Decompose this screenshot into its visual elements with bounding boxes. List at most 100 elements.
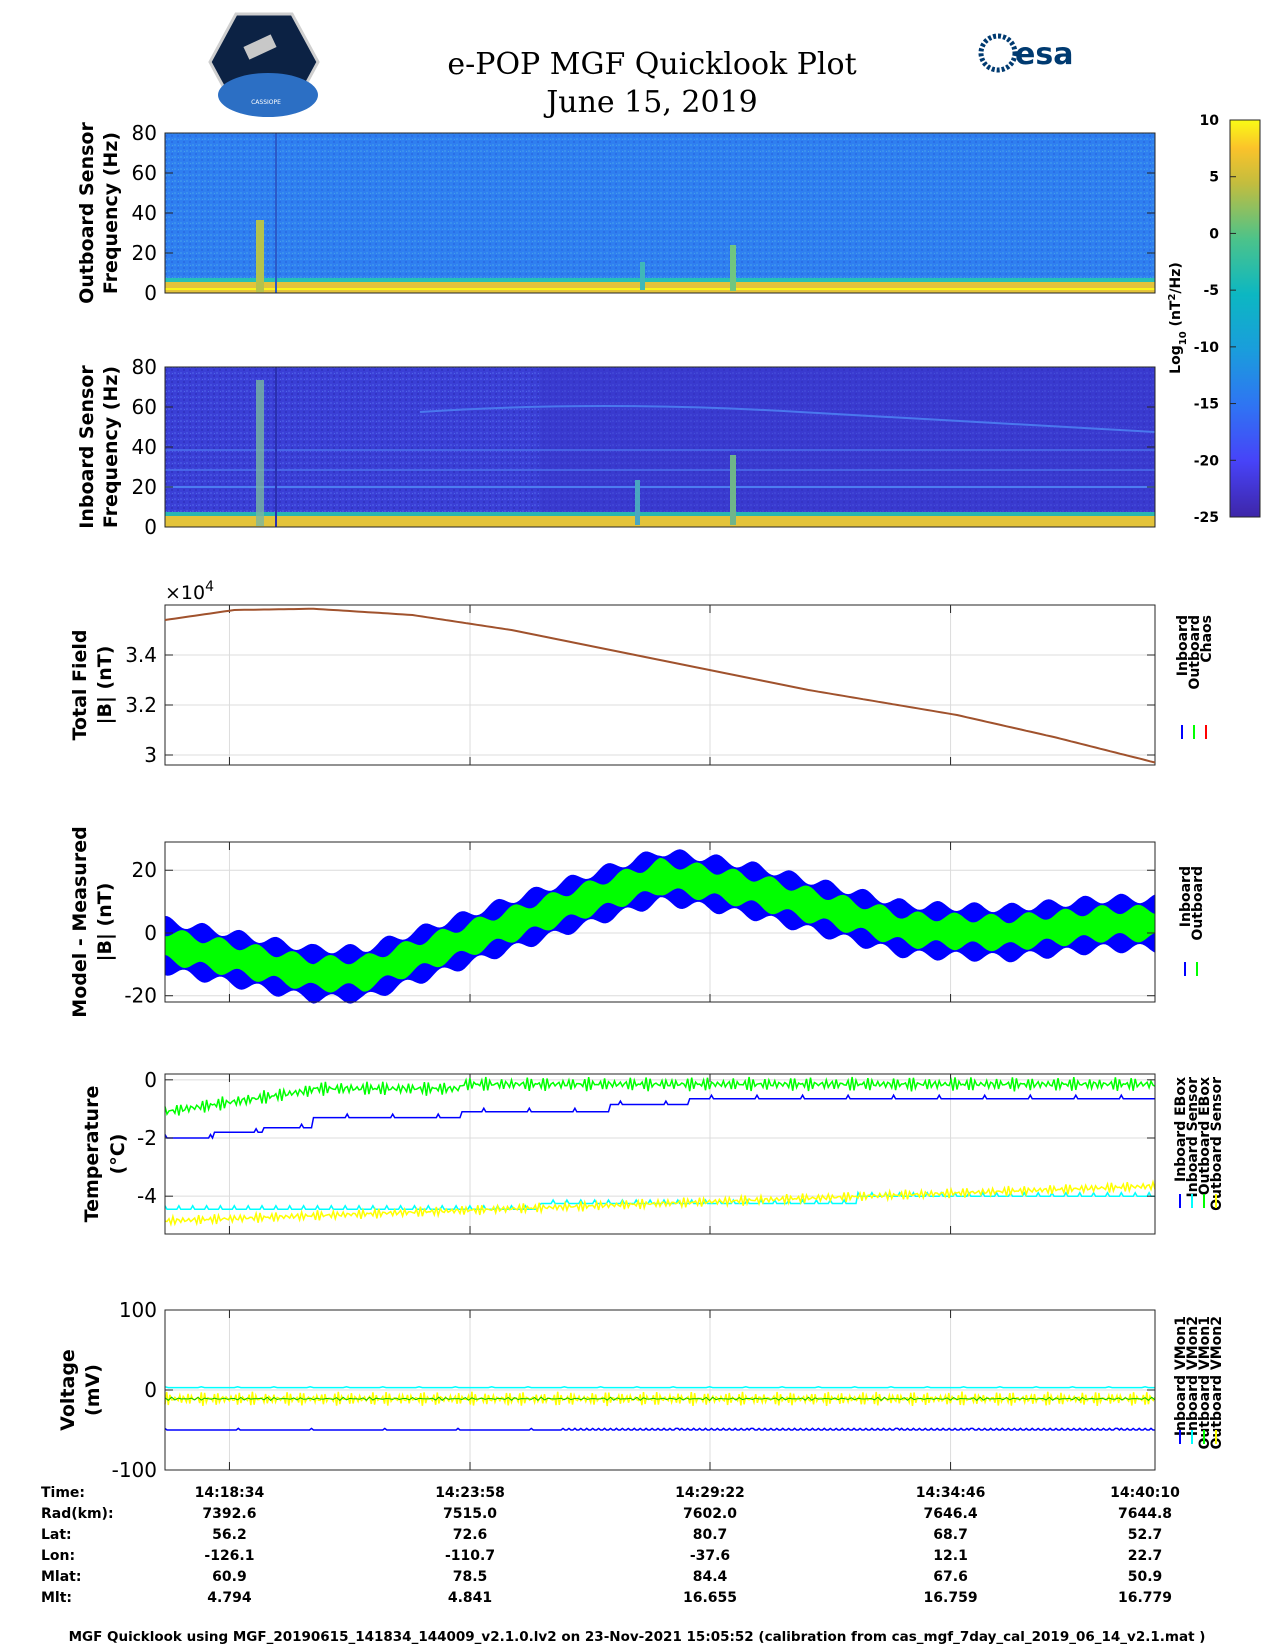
spectrogram-background [165, 367, 1155, 527]
y-axis-label: (°C) [107, 1134, 129, 1175]
inboard-vmon2-series [164, 1386, 1155, 1389]
legend-label: Chaos [1199, 615, 1215, 663]
ephemeris-cell: 60.9 [212, 1569, 247, 1585]
y-tick-label: 3 [144, 743, 157, 767]
spectrogram-burst [635, 480, 640, 525]
y-tick-label: 100 [119, 1298, 157, 1322]
colorbar-tick-label: -5 [1203, 283, 1219, 299]
y-axis-label: |B| (nT) [94, 646, 116, 725]
colorbar: 10 5 0 -5 -10 -15 -20 -25 Log10 (nT2/Hz) [1167, 113, 1261, 526]
spectrogram-low-band [165, 282, 1155, 293]
ephemeris-row-label: Mlt: [41, 1590, 72, 1606]
colorbar-gradient [1229, 119, 1261, 518]
panel-temperature: 0 -2 -4 Temperature (°C) Inboard EBoxInboa… [81, 1068, 1225, 1235]
y-axis-label: Total Field [69, 629, 91, 740]
logo-satellite [243, 34, 277, 60]
panel-axes [164, 604, 1156, 766]
spectrogram-low-band [165, 516, 1155, 527]
legend-label: Outboard [1187, 615, 1203, 690]
legend-label: Outboard VMon2 [1209, 1316, 1225, 1450]
ephemeris-cell: 72.6 [453, 1527, 488, 1543]
y-tick-label: 3.2 [125, 693, 157, 717]
spectrogram-band [165, 278, 1155, 282]
legend-label: Outboard [1190, 866, 1206, 941]
spectrogram-burst [256, 220, 264, 292]
esa-logo: esa [978, 33, 1073, 73]
panel-inboard-spectrogram: 80 60 40 20 0 Inboard Sensor Frequency (Hz) [76, 355, 1156, 539]
spectrogram-burst [640, 262, 645, 290]
ephemeris-row-label: Lon: [41, 1548, 75, 1564]
y-tick-label: -20 [124, 984, 157, 1008]
y-tick-label: 3.4 [125, 643, 157, 667]
y-tick-label: 0 [144, 515, 157, 539]
spectrogram-band [165, 512, 1155, 516]
inboard-sensor-series [164, 1190, 1155, 1211]
ephemeris-cell: 22.7 [1128, 1548, 1163, 1564]
ephemeris-cell: 50.9 [1128, 1569, 1163, 1585]
page-date: June 15, 2019 [543, 85, 758, 120]
grid [165, 605, 1156, 765]
y-tick-label: 20 [132, 475, 157, 499]
spectrogram-burst [730, 455, 736, 525]
ephemeris-row-label: Rad(km): [41, 1506, 114, 1522]
logo-caption: CASSIOPE [251, 99, 281, 106]
y-axis-label: Frequency (Hz) [100, 366, 122, 528]
ephemeris-cell: 14:34:46 [916, 1485, 986, 1501]
footer-note: MGF Quicklook using MGF_20190615_141834_… [69, 1629, 1206, 1645]
ephemeris-cell: 14:40:10 [1110, 1485, 1180, 1501]
y-tick-label: 80 [132, 355, 157, 379]
ephemeris-cell: 12.1 [933, 1548, 968, 1564]
spectrogram-trace [419, 405, 1156, 433]
y-tick-label: -4 [137, 1184, 157, 1208]
ephemeris-cell: 80.7 [693, 1527, 728, 1543]
y-ticks: 80 60 40 20 0 [132, 355, 1155, 539]
y-tick-label: -2 [137, 1126, 157, 1150]
y-tick-label: 40 [132, 201, 157, 225]
ephemeris-cell: 78.5 [453, 1569, 488, 1585]
esa-logo-mark [978, 33, 1018, 73]
colorbar-tick-label: -20 [1194, 453, 1220, 469]
y-axis-label: Model - Measured [69, 826, 91, 1017]
logo-earth [218, 73, 318, 117]
panel-axes [164, 841, 1156, 1003]
outboard-vmon1-series [164, 1396, 1156, 1402]
esa-logo-text: esa [1015, 37, 1073, 72]
y-axis-label: Voltage [57, 1349, 79, 1431]
spectrogram-background [165, 133, 1155, 293]
panel-model-measured: 20 0 -20 Model - Measured |B| (nT) Inboard… [69, 826, 1206, 1017]
ephemeris-cell: 84.4 [693, 1569, 728, 1585]
colorbar-tick-label: -15 [1194, 397, 1219, 413]
total-field-series [164, 607, 1156, 764]
y-ticks: 3.4 3.2 3 [125, 643, 1155, 767]
y-axis-label: Frequency (Hz) [100, 132, 122, 294]
y-tick-label: 60 [132, 395, 157, 419]
colorbar-tick-label: 5 [1209, 170, 1219, 186]
ephemeris-cell: 16.779 [1118, 1590, 1172, 1606]
panel-total-field: 3.4 3.2 3 ×104 Total Field |B| (nT) Inboar… [69, 579, 1215, 767]
y-axis-label: Temperature [81, 1086, 103, 1223]
y-tick-label: 20 [132, 241, 157, 265]
y-tick-label: 0 [144, 921, 157, 945]
legend-label: Outboard EBox [1197, 1077, 1213, 1195]
colorbar-label: Log10 (nT2/Hz) [1167, 262, 1189, 374]
y-tick-label: 0 [144, 1068, 157, 1092]
legend-label: Outboard VMon1 [1197, 1316, 1213, 1450]
ephemeris-cell: 16.759 [924, 1590, 978, 1606]
ephemeris-row-label: Time: [41, 1485, 85, 1501]
y-ticks: 80 60 40 20 0 [132, 121, 1155, 305]
y-ticks: 0 -2 -4 [137, 1068, 1155, 1208]
outboard-sensor-series [164, 1179, 1156, 1227]
spectrogram-dark-region [540, 367, 1155, 527]
ephemeris-cell: 7644.8 [1118, 1506, 1172, 1522]
inboard-vmon1-series [164, 1427, 1155, 1431]
y-ticks: 100 0 -100 [112, 1298, 1155, 1482]
y-tick-label: 60 [132, 161, 157, 185]
y-tick-label: 0 [144, 281, 157, 305]
cassiope-logo: CASSIOPE [208, 12, 320, 117]
spectrogram-band [165, 288, 1155, 290]
spectrogram-burst [730, 245, 736, 291]
page-title: e-POP MGF Quicklook Plot [447, 47, 856, 82]
ephemeris-cell: 4.841 [448, 1590, 492, 1606]
